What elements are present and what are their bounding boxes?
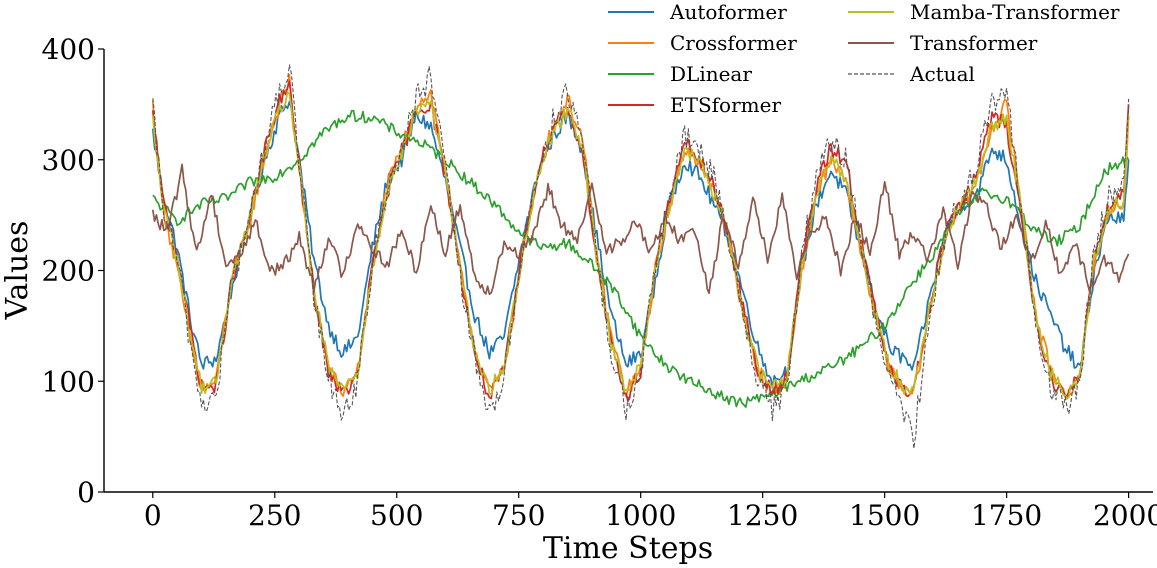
y-tick-label: 100 bbox=[42, 365, 95, 398]
series-line-transformer bbox=[151, 163, 1130, 296]
y-tick-label: 200 bbox=[42, 255, 95, 288]
legend: Autoformer Crossformer DLinear ETSformer Mam… bbox=[608, 0, 1120, 117]
ticks: 0 250 500 750 1000 1250 1500 1750 2000 0 100 200 300… bbox=[42, 33, 1157, 532]
series-line-dlinear bbox=[152, 109, 1130, 408]
legend-label: Mamba-Transformer bbox=[910, 0, 1120, 24]
x-tick-label: 250 bbox=[248, 499, 301, 532]
legend-label: DLinear bbox=[670, 62, 752, 86]
legend-label: Transformer bbox=[910, 31, 1038, 55]
legend-label: Actual bbox=[909, 62, 975, 86]
y-tick-label: 400 bbox=[42, 33, 95, 66]
series-line-actual bbox=[152, 64, 1130, 449]
y-tick-label: 0 bbox=[77, 476, 95, 509]
legend-label: Crossformer bbox=[670, 31, 797, 55]
x-tick-label: 1250 bbox=[727, 499, 798, 532]
series-line-mamba-transformer bbox=[151, 91, 1130, 400]
x-tick-label: 1750 bbox=[971, 499, 1042, 532]
axes bbox=[103, 49, 1153, 493]
x-tick-label: 500 bbox=[370, 499, 423, 532]
y-axis-title: Values bbox=[0, 221, 35, 321]
x-tick-label: 1000 bbox=[605, 499, 676, 532]
legend-label: Autoformer bbox=[669, 0, 787, 24]
series-line-etsformer bbox=[151, 80, 1130, 403]
legend-label: ETSformer bbox=[670, 93, 781, 117]
x-tick-label: 0 bbox=[144, 499, 162, 532]
x-tick-label: 1500 bbox=[849, 499, 920, 532]
y-tick-label: 300 bbox=[42, 144, 95, 177]
plot-area bbox=[151, 64, 1130, 449]
series-line-autoformer bbox=[151, 100, 1130, 389]
x-tick-label: 750 bbox=[492, 499, 545, 532]
x-axis-title: Time Steps bbox=[543, 531, 713, 566]
x-tick-label: 2000 bbox=[1093, 499, 1157, 532]
